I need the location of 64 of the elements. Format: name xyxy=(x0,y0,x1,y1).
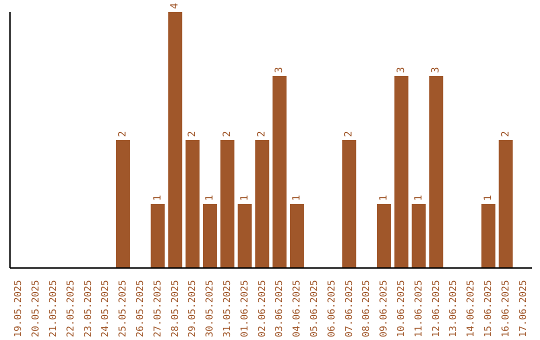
data-label: 1 xyxy=(482,194,494,201)
bar xyxy=(498,140,513,268)
data-label: 2 xyxy=(222,130,233,137)
x-tick-label: 30.05.2025 xyxy=(204,280,216,338)
data-label: 1 xyxy=(291,194,302,201)
bar xyxy=(412,204,426,268)
x-tick-label: 07.06.2025 xyxy=(344,280,355,338)
bar xyxy=(376,204,391,268)
data-label: 1 xyxy=(152,194,164,201)
x-tick-label: 23.05.2025 xyxy=(82,280,94,338)
x-tick-label: 01.06.2025 xyxy=(239,280,250,338)
bar xyxy=(202,204,217,268)
x-tick-label: 31.05.2025 xyxy=(222,280,233,338)
data-label: 3 xyxy=(430,66,442,73)
bar xyxy=(150,204,165,268)
data-label: 1 xyxy=(204,194,216,201)
x-tick-label: 03.06.2025 xyxy=(274,280,286,338)
data-label: 1 xyxy=(378,194,390,201)
x-tick-label: 16.06.2025 xyxy=(500,280,512,338)
data-label: 2 xyxy=(344,130,355,137)
x-tick-label: 25.05.2025 xyxy=(118,280,129,338)
x-tick-label: 02.06.2025 xyxy=(256,280,268,338)
x-tick-label: 28.05.2025 xyxy=(170,280,181,338)
x-tick-label: 13.06.2025 xyxy=(448,280,460,338)
x-tick-label: 09.06.2025 xyxy=(378,280,390,338)
bar xyxy=(116,140,130,268)
x-tick-label: 29.05.2025 xyxy=(187,280,198,338)
data-label: 2 xyxy=(117,130,128,137)
bar xyxy=(394,76,408,268)
x-tick-label: 04.06.2025 xyxy=(292,280,303,338)
bar xyxy=(168,12,182,268)
x-tick-label: 17.06.2025 xyxy=(518,280,529,338)
bar xyxy=(220,140,234,268)
bar xyxy=(290,204,304,268)
data-label: 3 xyxy=(274,66,286,73)
bar xyxy=(186,140,200,268)
x-tick-label: 24.05.2025 xyxy=(100,280,112,338)
x-tick-label: 26.05.2025 xyxy=(135,280,146,338)
bar xyxy=(481,204,496,268)
x-tick-label: 21.05.2025 xyxy=(48,280,59,338)
data-label: 1 xyxy=(413,194,424,201)
bar xyxy=(272,76,287,268)
data-label: 4 xyxy=(170,2,181,9)
bar xyxy=(255,140,270,268)
x-tick-label: 10.06.2025 xyxy=(396,280,407,338)
x-tick-label: 06.06.2025 xyxy=(326,280,338,338)
x-tick-label: 15.06.2025 xyxy=(483,280,494,338)
bar xyxy=(429,76,444,268)
x-tick-label: 08.06.2025 xyxy=(361,280,372,338)
data-label: 1 xyxy=(239,194,250,201)
x-tick-label: 11.06.2025 xyxy=(413,280,424,338)
x-tick-label: 14.06.2025 xyxy=(466,280,477,338)
data-label: 2 xyxy=(187,130,198,137)
x-tick-label: 12.06.2025 xyxy=(430,280,442,338)
x-tick-label: 19.05.2025 xyxy=(13,280,24,338)
x-tick-label: 27.05.2025 xyxy=(152,280,164,338)
x-tick-label: 20.05.2025 xyxy=(30,280,42,338)
bar xyxy=(342,140,356,268)
x-tick-label: 05.06.2025 xyxy=(309,280,320,338)
data-label: 3 xyxy=(396,66,407,73)
x-tick-label: 22.05.2025 xyxy=(65,280,76,338)
bar xyxy=(238,204,252,268)
data-label: 2 xyxy=(256,130,268,137)
data-label: 2 xyxy=(500,130,512,137)
